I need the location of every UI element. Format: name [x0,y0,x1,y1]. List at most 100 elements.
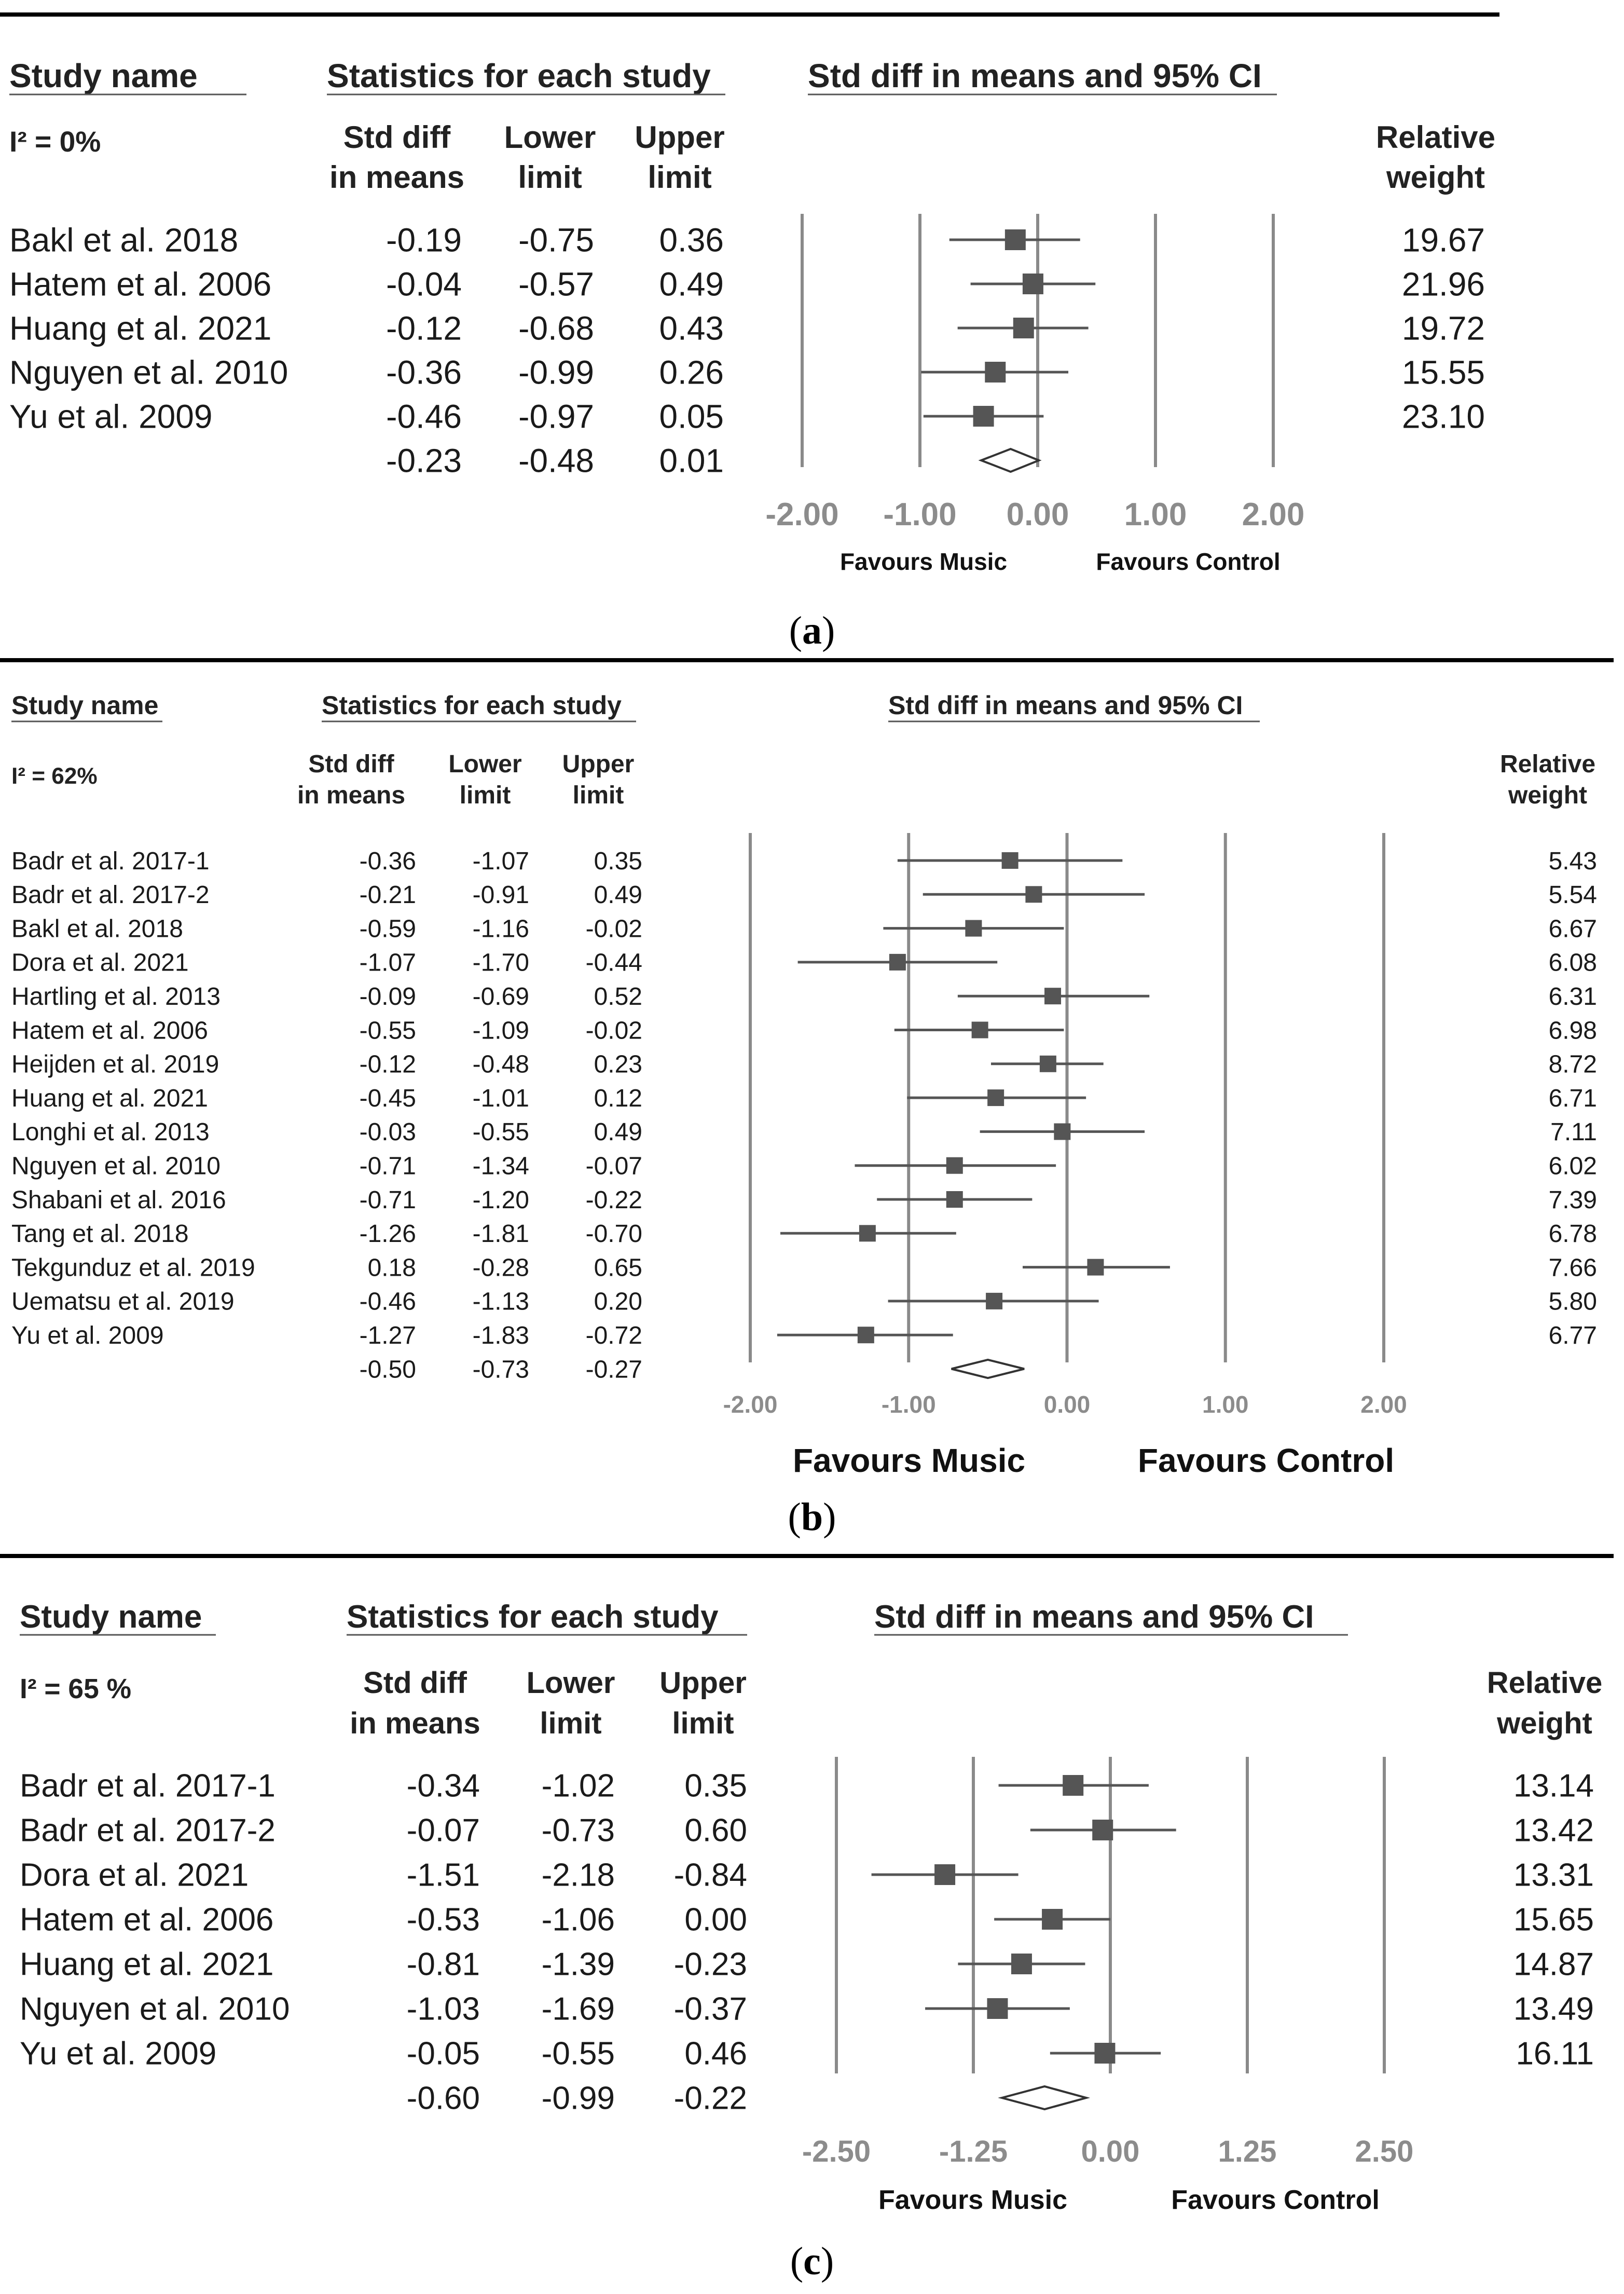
caption-open-paren: ( [790,2240,803,2283]
std-diff-value: -0.09 [360,983,416,1011]
forest-panel-b: Study name Statistics for each study Std d… [0,658,1614,1539]
weight-column-header-line2: weight [1496,1706,1592,1740]
effect-size-square [1044,988,1062,1005]
study-row: Uematsu et al. 2019 -0.46 -1.13 0.20 5.80 [11,1288,1597,1316]
upper-limit-value: 0.23 [594,1051,642,1078]
study-row: Dora et al. 2021 -1.07 -1.70 -0.44 6.08 [11,949,1597,977]
study-row: Huang et al. 2021 -0.12 -0.68 0.43 19.72 [9,309,1485,347]
summary-lower-value: -0.99 [542,2081,615,2117]
study-row: Yu et al. 2009 -0.46 -0.97 0.05 23.10 [9,398,1485,435]
std-diff-value: -0.21 [360,881,416,909]
caption-letter: a [802,609,822,652]
effect-size-square [987,1089,1004,1107]
lower-limit-value: -0.73 [542,1813,615,1849]
std-diff-value: -0.46 [360,1288,416,1316]
std-diff-value: -0.81 [407,1947,480,1983]
study-name: Badr et al. 2017-1 [20,1768,276,1804]
effect-size-square [1054,1123,1071,1140]
upper-column-header-line2: limit [648,160,711,195]
study-name: Badr et al. 2017-2 [11,881,210,909]
upper-limit-value: 0.52 [594,983,642,1011]
study-name: Badr et al. 2017-2 [20,1813,276,1849]
upper-limit-value: 0.05 [659,398,724,435]
std-diff-value: -1.07 [360,949,416,977]
std-diff-value: -1.51 [407,1858,480,1893]
effect-size-square [1004,229,1026,250]
x-tick-label: 1.00 [1202,1391,1249,1418]
lower-limit-value: -0.97 [518,398,594,435]
lower-column-header-line1: Lower [448,750,521,778]
lower-limit-value: -0.68 [518,309,594,347]
diff-column-header-line1: Std diff [308,750,394,778]
study-row: Hatem et al. 2006 -0.53 -1.06 0.00 15.65 [20,1902,1594,1938]
upper-limit-value: 0.49 [659,265,724,303]
upper-limit-value: -0.02 [586,915,642,943]
lower-limit-value: -1.02 [542,1768,615,1804]
study-name: Bakl et al. 2018 [9,221,238,258]
upper-limit-value: -0.07 [586,1153,642,1180]
ci-header: Std diff in means and 95% CI [808,57,1262,94]
study-row: Nguyen et al. 2010 -0.71 -1.34 -0.07 6.02 [11,1153,1597,1180]
effect-size-square [946,1191,963,1208]
summary-diff-value: -0.50 [360,1356,416,1383]
effect-size-square [1013,318,1034,338]
effect-size-square [1025,886,1042,903]
weight-column-header-line2: weight [1386,160,1485,195]
lower-limit-value: -1.01 [473,1085,529,1112]
lower-column-header-line1: Lower [527,1666,615,1700]
relative-weight-value: 6.77 [1549,1322,1597,1349]
summary-lower-value: -0.48 [518,442,594,479]
upper-limit-value: -0.02 [586,1017,642,1044]
diff-column-header-line1: Std diff [363,1666,467,1700]
study-row: Badr et al. 2017-2 -0.21 -0.91 0.49 5.54 [11,881,1597,909]
favours-control-label: Favours Control [1171,2185,1380,2215]
std-diff-value: -0.04 [386,265,462,303]
study-name: Tekgunduz et al. 2019 [11,1254,255,1281]
relative-weight-value: 13.14 [1513,1768,1594,1804]
effect-size-square [934,1864,956,1885]
upper-limit-value: 0.43 [659,309,724,347]
effect-size-square [1001,852,1019,869]
effect-size-square [857,1327,874,1344]
lower-limit-value: -1.16 [473,915,529,943]
effect-size-square [987,1998,1008,2019]
study-name: Bakl et al. 2018 [11,915,183,943]
relative-weight-value: 6.31 [1549,983,1597,1011]
std-diff-value: -0.45 [360,1085,416,1112]
study-name: Uematsu et al. 2019 [11,1288,235,1316]
effect-size-square [986,1292,1003,1309]
study-name: Hartling et al. 2013 [11,983,221,1011]
study-name: Nguyen et al. 2010 [20,1991,290,2027]
upper-limit-value: 0.20 [594,1288,642,1316]
upper-limit-value: -0.22 [586,1186,642,1214]
lower-limit-value: -0.91 [473,881,529,909]
std-diff-value: -1.03 [407,1991,480,2027]
study-row: Nguyen et al. 2010 -1.03 -1.69 -0.37 13.49 [20,1991,1594,2027]
lower-limit-value: -1.83 [473,1322,529,1349]
upper-limit-value: -0.37 [674,1991,747,2027]
diff-column-header-line2: in means [329,160,464,195]
relative-weight-value: 21.96 [1402,265,1485,303]
relative-weight-value: 6.78 [1549,1220,1597,1248]
summary-upper-value: -0.22 [674,2081,747,2117]
std-diff-value: -1.26 [360,1220,416,1248]
study-row: Badr et al. 2017-2 -0.07 -0.73 0.60 13.42 [20,1813,1594,1849]
effect-size-square [859,1225,876,1242]
summary-diff-value: -0.23 [386,442,462,479]
upper-limit-value: -0.72 [586,1322,642,1349]
relative-weight-value: 8.72 [1549,1051,1597,1078]
study-row: Bakl et al. 2018 -0.19 -0.75 0.36 19.67 [9,221,1485,258]
summary-diamond [998,2085,1091,2111]
lower-column-header-line2: limit [518,160,582,195]
effect-size-square [973,406,994,427]
x-tick-label: 0.00 [1044,1391,1091,1418]
statistics-header: Statistics for each study [327,57,711,94]
std-diff-value: -0.36 [360,848,416,875]
lower-column-header-line2: limit [460,782,511,809]
relative-weight-value: 5.80 [1549,1288,1597,1316]
std-diff-value: -0.71 [360,1186,416,1214]
summary-upper-value: -0.27 [586,1356,642,1383]
relative-weight-value: 14.87 [1513,1947,1594,1983]
diff-column-header-line2: in means [297,782,405,809]
x-tick-label: -2.50 [802,2135,871,2168]
